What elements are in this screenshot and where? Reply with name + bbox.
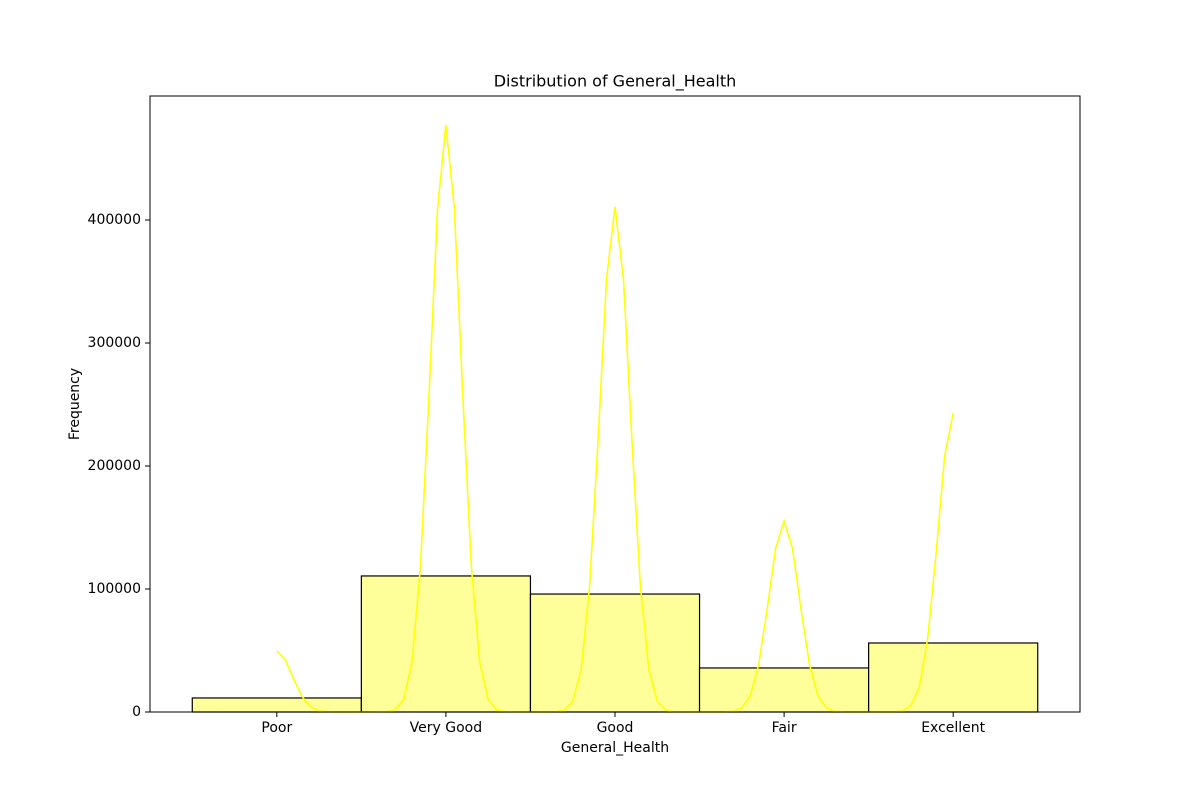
x-tick-label: Excellent	[921, 720, 985, 736]
chart-title: Distribution of General_Health	[494, 72, 737, 92]
y-tick-label: 300000	[88, 335, 141, 351]
x-axis-label: General_Health	[561, 740, 669, 756]
plot-frame	[149, 95, 1081, 713]
y-tick-label: 400000	[88, 212, 141, 228]
bar	[698, 667, 870, 713]
bar	[529, 593, 701, 713]
y-tick-label: 200000	[88, 458, 141, 474]
y-tick-label: 100000	[88, 581, 141, 597]
bar	[191, 697, 362, 713]
y-axis-label: Frequency	[67, 368, 83, 440]
y-tick-label: 0	[132, 704, 141, 720]
x-tick-label: Very Good	[410, 720, 482, 736]
x-tick-label: Good	[597, 720, 634, 736]
x-tick-label: Fair	[772, 720, 797, 736]
bar	[868, 642, 1039, 713]
bar	[360, 575, 532, 713]
kde-line	[276, 124, 954, 713]
x-tick-label: Poor	[261, 720, 292, 736]
